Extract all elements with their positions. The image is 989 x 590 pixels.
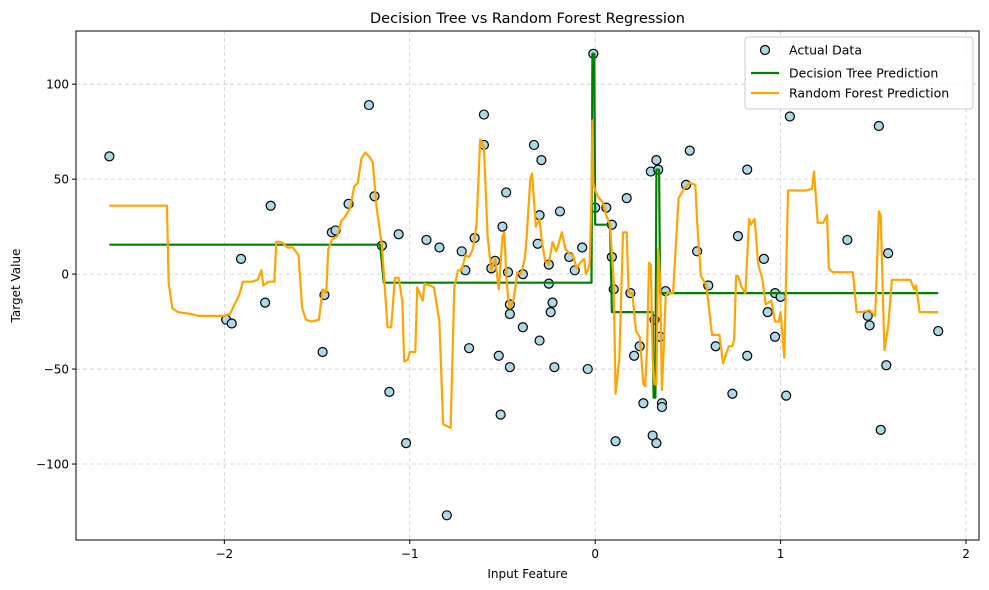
x-axis-label: Input Feature bbox=[487, 567, 567, 581]
data-point bbox=[456, 246, 467, 257]
data-point bbox=[881, 360, 892, 371]
data-point bbox=[393, 229, 404, 240]
random-forest-line bbox=[109, 119, 939, 429]
data-point bbox=[504, 362, 515, 373]
data-point bbox=[497, 221, 508, 232]
data-point bbox=[727, 388, 738, 399]
data-point bbox=[873, 120, 884, 132]
y-tick-label: −50 bbox=[44, 363, 69, 377]
data-point bbox=[758, 253, 770, 265]
data-point bbox=[495, 409, 506, 420]
data-point bbox=[638, 398, 649, 409]
y-axis-label: Target Value bbox=[9, 249, 23, 324]
data-point bbox=[384, 386, 395, 397]
data-point bbox=[577, 242, 588, 253]
data-point bbox=[549, 362, 560, 373]
chart-title: Decision Tree vs Random Forest Regressio… bbox=[370, 11, 685, 27]
data-point bbox=[536, 155, 547, 166]
y-tick-label: 50 bbox=[54, 173, 69, 187]
data-point bbox=[651, 155, 662, 166]
legend-label-random-forest: Random Forest Prediction bbox=[789, 86, 949, 101]
actual-data-series bbox=[104, 48, 944, 521]
x-tick-label: 2 bbox=[962, 547, 970, 561]
data-point bbox=[582, 363, 593, 375]
y-tick-label: 100 bbox=[46, 78, 69, 92]
data-point bbox=[363, 99, 375, 111]
data-point bbox=[260, 297, 271, 308]
data-point bbox=[784, 111, 795, 122]
legend: Actual Data Decision Tree Prediction Ran… bbox=[744, 36, 974, 110]
data-point bbox=[501, 187, 512, 198]
series-layer bbox=[104, 48, 944, 521]
x-axis: −2 −1 0 1 2 bbox=[215, 540, 970, 561]
data-point bbox=[493, 350, 504, 361]
data-point bbox=[235, 253, 247, 265]
data-point bbox=[441, 510, 452, 521]
y-axis: −100 −50 0 50 100 bbox=[36, 78, 76, 472]
data-point bbox=[545, 306, 556, 318]
data-point bbox=[547, 297, 558, 308]
data-point bbox=[434, 242, 445, 253]
data-point bbox=[226, 318, 237, 329]
data-point bbox=[528, 139, 540, 151]
data-point bbox=[621, 193, 632, 204]
data-point bbox=[400, 438, 412, 449]
data-point bbox=[504, 308, 515, 320]
data-point bbox=[463, 343, 475, 354]
y-tick-label: −100 bbox=[36, 458, 69, 472]
data-point bbox=[684, 145, 695, 156]
data-point bbox=[104, 151, 115, 162]
legend-label-decision-tree: Decision Tree Prediction bbox=[789, 66, 938, 81]
legend-scatter-marker bbox=[759, 44, 771, 56]
x-tick-label: 1 bbox=[777, 547, 785, 561]
data-point bbox=[875, 424, 886, 435]
data-point bbox=[781, 390, 792, 401]
x-tick-label: −2 bbox=[215, 547, 233, 561]
data-point bbox=[710, 341, 721, 352]
data-point bbox=[421, 234, 432, 246]
data-point bbox=[933, 325, 944, 337]
data-point bbox=[554, 206, 566, 217]
legend-label-actual-data: Actual Data bbox=[789, 43, 862, 58]
data-point bbox=[517, 322, 528, 333]
data-point bbox=[762, 306, 773, 318]
plot-frame bbox=[75, 30, 980, 541]
x-tick-label: 0 bbox=[591, 547, 599, 561]
data-point bbox=[660, 286, 671, 297]
data-point bbox=[680, 179, 692, 190]
data-point bbox=[742, 164, 753, 175]
x-tick-label: −1 bbox=[401, 547, 419, 561]
data-point bbox=[769, 331, 781, 342]
legend-box bbox=[744, 36, 974, 110]
data-point bbox=[478, 109, 490, 120]
data-point bbox=[651, 438, 662, 449]
decision-tree-line bbox=[109, 52, 939, 399]
data-point bbox=[610, 436, 621, 447]
data-point bbox=[742, 350, 753, 361]
data-point bbox=[265, 200, 276, 211]
data-point bbox=[317, 346, 328, 358]
data-point bbox=[842, 234, 853, 246]
y-tick-label: 0 bbox=[61, 268, 69, 282]
data-point bbox=[883, 248, 894, 259]
data-point bbox=[534, 335, 545, 346]
data-point bbox=[656, 401, 668, 413]
data-point bbox=[864, 320, 875, 331]
data-point bbox=[732, 231, 744, 242]
data-point bbox=[629, 350, 640, 361]
